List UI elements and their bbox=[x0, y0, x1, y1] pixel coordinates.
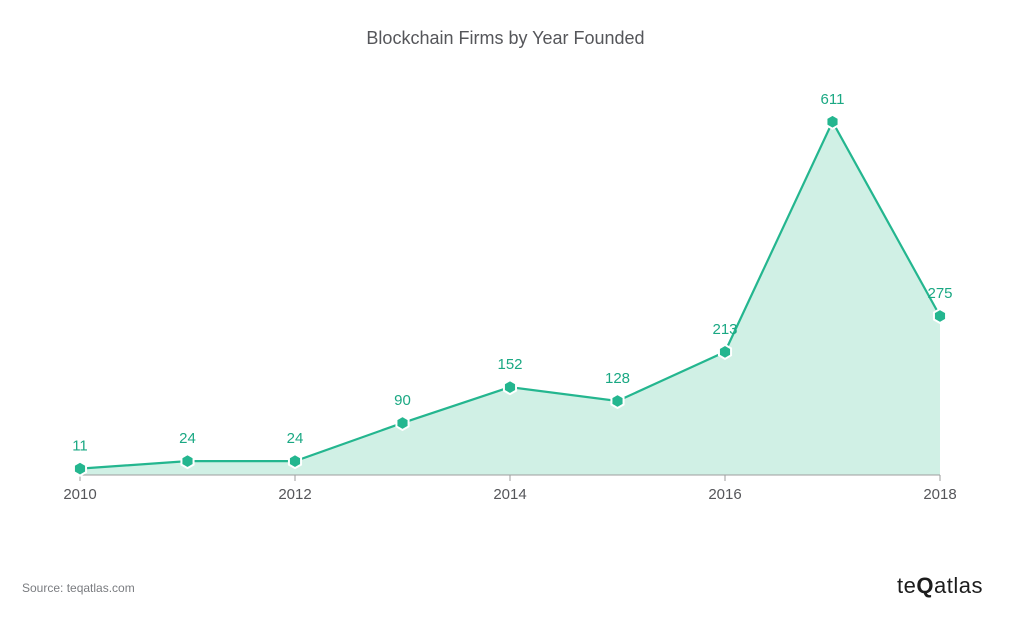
data-marker bbox=[719, 345, 731, 359]
data-label: 24 bbox=[179, 430, 196, 447]
x-tick-label: 2014 bbox=[493, 486, 526, 503]
x-tick-label: 2010 bbox=[63, 486, 96, 503]
data-marker bbox=[396, 416, 408, 430]
data-label: 128 bbox=[605, 370, 630, 387]
logo-bold: Q bbox=[916, 573, 934, 598]
data-label: 152 bbox=[497, 356, 522, 373]
data-marker bbox=[74, 462, 86, 476]
logo-suffix: atlas bbox=[934, 573, 983, 598]
chart-title: Blockchain Firms by Year Founded bbox=[0, 0, 1011, 49]
x-tick-label: 2016 bbox=[708, 486, 741, 503]
data-label: 90 bbox=[394, 392, 411, 409]
data-label: 213 bbox=[712, 321, 737, 338]
data-marker bbox=[826, 115, 838, 129]
data-label: 24 bbox=[287, 430, 304, 447]
data-marker bbox=[289, 454, 301, 468]
brand-logo: teQatlas bbox=[897, 573, 983, 599]
x-tick-label: 2018 bbox=[923, 486, 956, 503]
source-attribution: Source: teqatlas.com bbox=[22, 581, 135, 595]
line-area-chart: 2010201220142016201811242490152128213611… bbox=[70, 95, 950, 510]
logo-prefix: te bbox=[897, 573, 916, 598]
data-marker bbox=[181, 454, 193, 468]
data-label: 275 bbox=[927, 285, 952, 302]
data-marker bbox=[611, 394, 623, 408]
data-marker bbox=[504, 380, 516, 394]
data-label: 611 bbox=[821, 91, 845, 108]
chart-area: 2010201220142016201811242490152128213611… bbox=[70, 95, 950, 510]
data-marker bbox=[934, 309, 946, 323]
data-label: 11 bbox=[72, 438, 88, 455]
area-fill bbox=[80, 122, 940, 475]
x-tick-label: 2012 bbox=[278, 486, 311, 503]
